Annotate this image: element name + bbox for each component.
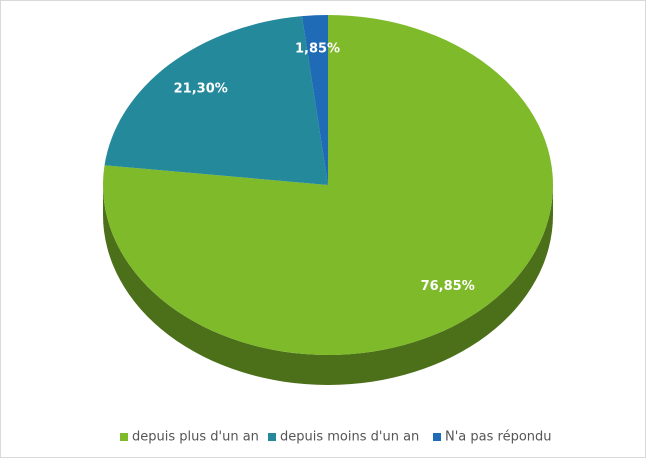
data-label: 21,30% (174, 81, 228, 96)
legend-swatch (268, 433, 276, 441)
data-label: 76,85% (421, 279, 475, 294)
pie-side (103, 185, 553, 385)
pie-slice (301, 15, 328, 185)
legend-label: depuis plus d'un an (132, 430, 259, 445)
pie-slice (104, 16, 328, 185)
legend-label: N'a pas répondu (445, 430, 552, 445)
data-label: 1,85% (295, 42, 340, 57)
legend-swatch (433, 433, 441, 441)
legend-swatch (120, 433, 128, 441)
legend-label: depuis moins d'un an (280, 430, 419, 445)
